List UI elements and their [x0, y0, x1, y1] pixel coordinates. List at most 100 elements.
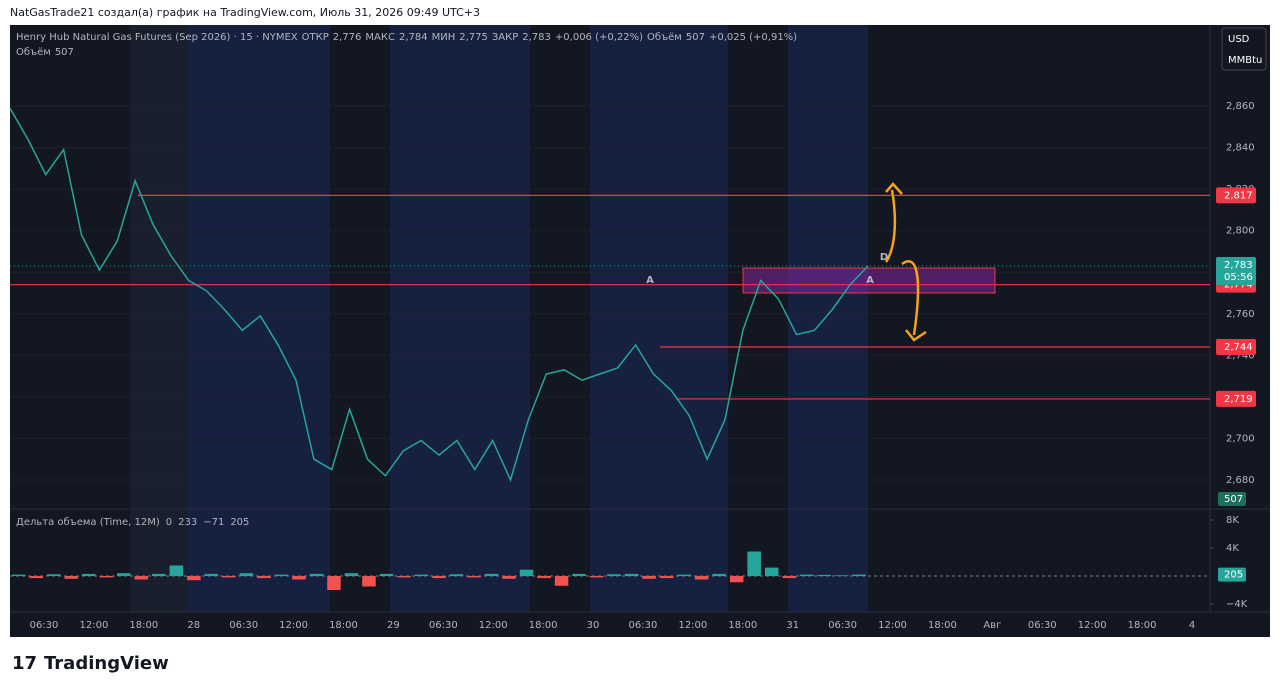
delta-bar: [729, 576, 744, 583]
x-tick-label: 12:00: [878, 620, 907, 631]
x-tick-label: 12:00: [1078, 620, 1107, 631]
y-tick-label: 8K: [1226, 515, 1239, 526]
delta-bar: [484, 573, 499, 577]
delta-bar: [187, 576, 201, 581]
delta-bar: [764, 567, 779, 577]
x-tick-label: 06:30: [229, 620, 258, 631]
y-tick-label: 2,740: [1226, 350, 1255, 361]
y-tick-label: 2,860: [1226, 101, 1255, 112]
y-tick-label: 2,800: [1226, 226, 1255, 237]
delta-bar: [694, 576, 709, 580]
y-tick-label: 2,680: [1226, 475, 1255, 486]
delta-bar: [64, 576, 79, 579]
volume-last: 507: [1224, 494, 1243, 505]
session-band: [390, 25, 530, 612]
delta-bar: [414, 574, 429, 577]
legend-value: 2,784: [399, 32, 428, 43]
x-tick-label: 31: [786, 620, 799, 631]
footer-logo: 𝟭𝟳: [12, 653, 37, 674]
delta-bar: [152, 573, 166, 577]
legend-label: ЗАКР: [492, 32, 518, 43]
footer-brand: TradingView: [44, 653, 169, 674]
y-tick-label: 4K: [1226, 543, 1239, 554]
annotation: A: [646, 275, 654, 286]
delta-bar: [712, 573, 726, 577]
session-band: [788, 25, 868, 612]
session-band: [590, 25, 728, 612]
last-tag: [1218, 567, 1246, 582]
legend-value: 2,776: [333, 32, 362, 43]
delta-bar: [309, 573, 324, 577]
delta-bar: [852, 574, 866, 577]
plot: 2,6802,7002,7202,7402,7602,7802,8002,820…: [9, 101, 1256, 631]
legend-title: Henry Hub Natural Gas Futures (Sep 2026)…: [16, 32, 298, 43]
delta-bar: [99, 576, 114, 578]
last-price: 2,783: [1224, 260, 1253, 271]
x-tick-label: 18:00: [1128, 620, 1157, 631]
pane-stat: −71: [203, 517, 224, 528]
session-band: [130, 25, 188, 612]
volume-tag: [1218, 492, 1246, 506]
delta-bar: [607, 574, 621, 577]
delta-bar: [467, 576, 481, 578]
x-tick-label: 18:00: [329, 620, 358, 631]
delta-bar: [29, 576, 44, 579]
legend-value: 2,783: [522, 32, 551, 43]
currency-box[interactable]: [1221, 27, 1267, 71]
delta-bar: [589, 576, 604, 578]
delta-last: 205: [1224, 570, 1243, 581]
x-tick-label: 18:00: [928, 620, 957, 631]
delta-bar: [47, 574, 61, 577]
x-tick-label: 06:30: [30, 620, 59, 631]
delta-bar: [502, 576, 516, 579]
x-tick-label: 12:00: [479, 620, 508, 631]
delta-bar: [747, 551, 761, 577]
legend-label: МАКС: [365, 32, 395, 43]
x-tick-label: 12:00: [279, 620, 308, 631]
delta-bar: [257, 576, 271, 579]
session-band: [188, 25, 330, 612]
level-label: 2,774: [1224, 280, 1253, 291]
level-tag: [1216, 187, 1256, 204]
legend-label: Объём: [647, 32, 682, 43]
x-tick-label: 4: [1189, 620, 1195, 631]
x-tick-label: 18:00: [529, 620, 558, 631]
delta-bar: [327, 576, 341, 590]
x-tick-label: 06:30: [429, 620, 458, 631]
delta-bar: [222, 576, 236, 578]
delta-bar: [554, 576, 569, 586]
level-tag: [1216, 390, 1256, 407]
delta-bar: [274, 574, 289, 577]
delta-bar: [379, 573, 394, 577]
delta-bar: [292, 576, 306, 580]
y-tick-label: −4K: [1226, 599, 1248, 610]
header: NatGasTrade21 создал(а) график на Tradin…: [10, 6, 480, 19]
countdown: 05:56: [1224, 272, 1253, 283]
price-line: [9, 107, 869, 483]
x-tick-label: 06:30: [1028, 620, 1057, 631]
annotation: D: [880, 252, 888, 263]
x-tick-label: 06:30: [828, 620, 857, 631]
delta-bar: [834, 575, 849, 577]
pane-stat: 233: [178, 517, 197, 528]
delta-bar: [362, 576, 376, 587]
delta-bar: [117, 573, 131, 577]
legend-label: Объём: [16, 47, 51, 58]
x-tick-label: Авг: [983, 620, 1001, 631]
annotation: A: [866, 275, 874, 286]
delta-bar: [537, 576, 551, 579]
legend-value: 507: [55, 47, 74, 58]
delta-bar: [82, 573, 96, 577]
currency: USD: [1228, 34, 1250, 45]
delta-bar: [239, 573, 254, 577]
legend-change: +0,006 (+0,22%): [555, 32, 643, 43]
y-tick-label: 2,760: [1226, 309, 1255, 320]
delta-bar: [397, 576, 411, 578]
legend-label: МИН: [432, 32, 456, 43]
x-tick-label: 06:30: [629, 620, 658, 631]
delta-bar: [677, 574, 691, 577]
delta-bar: [659, 576, 674, 579]
x-tick-label: 12:00: [79, 620, 108, 631]
delta-bar: [134, 576, 149, 580]
